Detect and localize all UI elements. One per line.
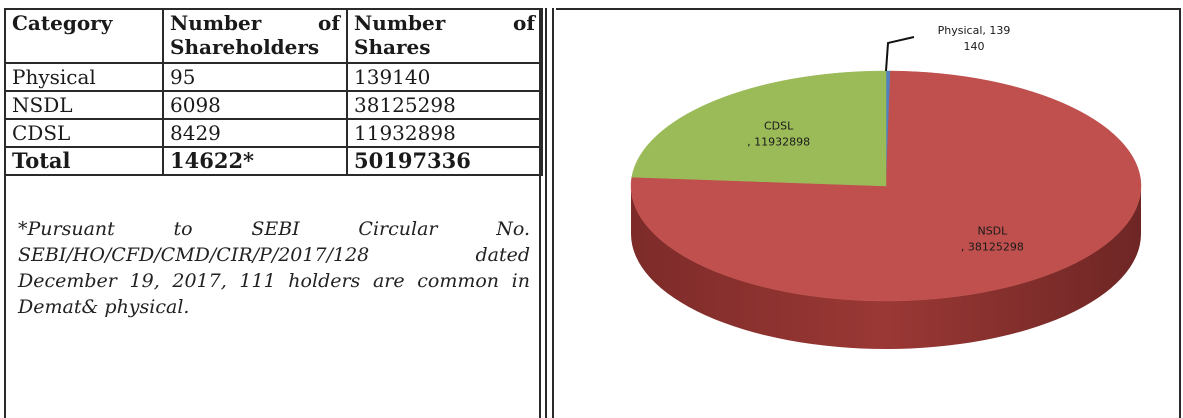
pie-chart: Physical, 139 140 NSDL, 38125298 CDSL, 1193… <box>630 24 1142 349</box>
cell-category: CDSL <box>4 118 164 148</box>
pie-slice-cdsl <box>631 70 887 187</box>
total-shares: 50197336 <box>346 146 543 176</box>
pie-label-nsdl: NSDL, 38125298 <box>961 225 1024 254</box>
total-label: Total <box>4 146 164 176</box>
panel-divider <box>545 8 554 418</box>
header-category: Category <box>4 8 164 64</box>
table-row: CDSL 8429 11932898 <box>4 118 543 148</box>
pie-label-physical: Physical, 139 140 <box>938 24 1011 53</box>
pie-label-cdsl: CDSL, 11932898 <box>747 120 810 149</box>
table-total-row: Total 14622* 50197336 <box>4 146 543 176</box>
cell-category: NSDL <box>4 90 164 120</box>
shareholding-table: Category Number of Shareholders Number o… <box>4 8 543 176</box>
table-header-row: Category Number of Shareholders Number o… <box>4 8 543 64</box>
pie-leader-line <box>885 36 915 72</box>
pie-side-wall <box>631 186 1141 349</box>
cell-shareholders: 95 <box>162 62 348 92</box>
table-row: Physical 95 139140 <box>4 62 543 92</box>
table-row: NSDL 6098 38125298 <box>4 90 543 120</box>
right-panel-border <box>556 8 1181 418</box>
cell-shareholders: 6098 <box>162 90 348 120</box>
cell-shares: 38125298 <box>346 90 543 120</box>
cell-shares: 11932898 <box>346 118 543 148</box>
total-shareholders: 14622* <box>162 146 348 176</box>
footnote: *Pursuant to SEBI Circular No. SEBI/HO/C… <box>18 218 530 318</box>
cell-shares: 139140 <box>346 62 543 92</box>
cell-category: Physical <box>4 62 164 92</box>
header-shares: Number of Shares <box>346 8 543 64</box>
header-shareholders: Number of Shareholders <box>162 8 348 64</box>
cell-shareholders: 8429 <box>162 118 348 148</box>
